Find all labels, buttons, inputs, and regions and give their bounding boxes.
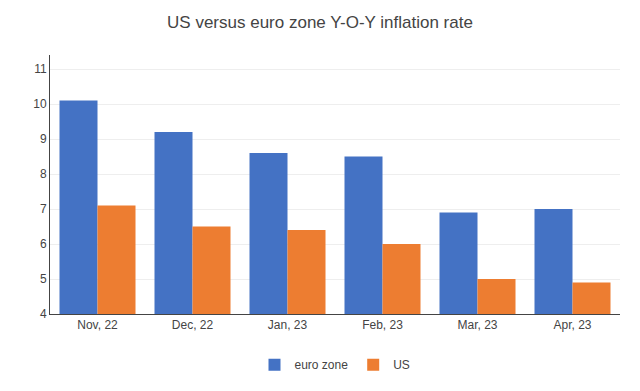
svg-text:8: 8 — [40, 167, 47, 181]
svg-text:Jan, 23: Jan, 23 — [268, 318, 308, 332]
svg-text:Apr, 23: Apr, 23 — [553, 318, 591, 332]
svg-text:4: 4 — [40, 307, 47, 321]
svg-text:Nov, 22: Nov, 22 — [77, 318, 118, 332]
svg-text:11: 11 — [34, 62, 47, 76]
svg-text:5: 5 — [40, 272, 47, 286]
svg-text:Dec, 22: Dec, 22 — [172, 318, 214, 332]
svg-text:euro zone: euro zone — [295, 358, 349, 372]
svg-text:Feb, 23: Feb, 23 — [362, 318, 403, 332]
svg-text:9: 9 — [40, 132, 47, 146]
svg-text:US: US — [393, 358, 410, 372]
svg-text:US versus euro zone Y-O-Y infl: US versus euro zone Y-O-Y inflation rate — [167, 13, 473, 32]
svg-text:Mar, 23: Mar, 23 — [457, 318, 497, 332]
svg-text:6: 6 — [40, 237, 47, 251]
svg-text:7: 7 — [40, 202, 47, 216]
svg-text:10: 10 — [33, 97, 47, 111]
